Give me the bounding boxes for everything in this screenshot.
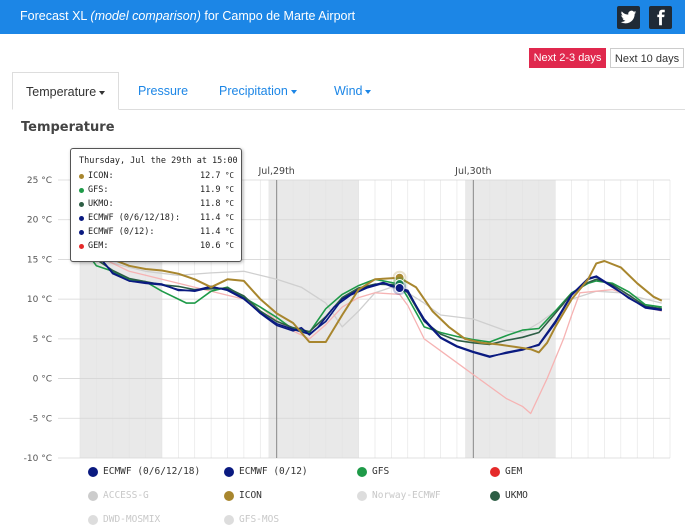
tooltip-value-unit: °C <box>220 185 234 194</box>
chart-tooltip: Thursday, Jul the 29th at 15:00 ICON: 12.… <box>70 148 242 262</box>
tooltip-row: ECMWF (0/6/12/18): 11.4 °C <box>79 213 234 226</box>
tab-pressure-label: Pressure <box>138 84 189 98</box>
legend-dot <box>224 491 234 501</box>
y-tick-label: 20 °C <box>27 216 52 226</box>
series-line-ecmwf-0-6-12-18 <box>79 238 662 358</box>
title-suffix: for Campo de Marte Airport <box>200 9 356 23</box>
tooltip-value: 11.9 °C <box>200 185 234 195</box>
tab-pressure[interactable]: Pressure <box>138 72 188 109</box>
legend-dot <box>357 491 367 501</box>
app-header: Forecast XL (model comparison) for Campo… <box>0 0 685 34</box>
facebook-share-button[interactable] <box>649 6 672 29</box>
tooltip-value-number: 11.4 <box>199 213 221 223</box>
series-color-dot <box>79 188 84 193</box>
legend-label: UKMO <box>505 490 528 501</box>
twitter-share-button[interactable] <box>617 6 640 29</box>
title-italic: (model comparison) <box>90 9 201 23</box>
legend-dot <box>357 467 367 477</box>
facebook-icon <box>657 9 665 26</box>
y-tick-label: 15 °C <box>27 255 52 265</box>
x-tick-label: Jul,29th <box>258 166 295 177</box>
twitter-icon <box>620 10 637 24</box>
tooltip-value-number: 10.6 <box>199 241 221 251</box>
night-band <box>268 180 359 458</box>
y-tick-label: -10 °C <box>24 454 52 464</box>
legend-dot <box>88 515 98 525</box>
tab-precipitation[interactable]: Precipitation <box>219 72 297 109</box>
legend-label: ICON <box>239 490 262 501</box>
chevron-down-icon <box>365 89 372 94</box>
legend-label: ECMWF (0/12) <box>239 466 308 477</box>
tooltip-series-name: ECMWF (0/6/12/18): <box>88 213 181 223</box>
tooltip-value: 11.4 °C <box>200 213 234 223</box>
legend-dot <box>88 491 98 501</box>
chart-tabs: Temperature Pressure Precipitation Wind <box>12 72 685 110</box>
tooltip-series-name: GEM: <box>88 241 109 251</box>
legend-label: ECMWF (0/6/12/18) <box>103 466 201 477</box>
night-band <box>465 180 556 458</box>
series-color-dot <box>79 202 84 207</box>
tab-temperature[interactable]: Temperature <box>12 72 120 110</box>
hover-marker <box>394 283 405 294</box>
y-tick-label: 25 °C <box>27 176 52 186</box>
series-color-dot <box>79 230 84 235</box>
tooltip-row: ICON: 12.7 °C <box>79 171 234 184</box>
series-color-dot <box>79 216 84 221</box>
chevron-down-icon <box>99 90 106 95</box>
tooltip-value-unit: °C <box>220 213 234 222</box>
y-tick-label: -5 °C <box>29 414 52 424</box>
tooltip-value: 11.8 °C <box>200 199 234 209</box>
chevron-down-icon <box>290 89 297 94</box>
tooltip-row: GEM: 10.6 °C <box>79 241 234 254</box>
tooltip-value-unit: °C <box>220 199 234 208</box>
tooltip-value-unit: °C <box>220 241 234 250</box>
tooltip-row: GFS: 11.9 °C <box>79 185 234 198</box>
tab-wind[interactable]: Wind <box>334 72 372 109</box>
legend-label: Norway-ECMWF <box>372 490 441 501</box>
tooltip-header: Thursday, Jul the 29th at 15:00 <box>79 156 238 166</box>
tab-temperature-label: Temperature <box>26 85 97 99</box>
tooltip-row: ECMWF (0/12): 11.4 °C <box>79 227 234 240</box>
tooltip-value-number: 11.9 <box>199 185 221 195</box>
series-color-dot <box>79 174 84 179</box>
legend-label: GFS-MOS <box>239 514 280 525</box>
x-tick-label: Jul,30th <box>454 166 491 177</box>
legend-dot <box>490 491 500 501</box>
tab-wind-label: Wind <box>334 84 363 98</box>
next-2-3-days-button[interactable]: Next 2-3 days <box>529 48 606 68</box>
series-color-dot <box>79 244 84 249</box>
tooltip-series-name: ICON: <box>88 171 114 181</box>
tooltip-value-number: 12.7 <box>199 171 221 181</box>
tooltip-value-unit: °C <box>220 171 234 180</box>
tooltip-value-number: 11.8 <box>199 199 221 209</box>
y-tick-label: 5 °C <box>33 335 52 345</box>
tooltip-row: UKMO: 11.8 °C <box>79 199 234 212</box>
tooltip-series-name: GFS: <box>88 185 109 195</box>
tooltip-series-name: ECMWF (0/12): <box>88 227 155 237</box>
tooltip-value: 11.4 °C <box>200 227 234 237</box>
series-line-gem <box>79 244 662 415</box>
legend-dot <box>88 467 98 477</box>
tooltip-value-unit: °C <box>220 227 234 236</box>
tooltip-value-number: 11.4 <box>199 227 221 237</box>
legend-label: ACCESS-G <box>103 490 149 501</box>
tab-precipitation-label: Precipitation <box>219 84 288 98</box>
tooltip-value: 10.6 °C <box>200 241 234 251</box>
legend-label: GFS <box>372 466 390 477</box>
legend-dot <box>224 467 234 477</box>
y-tick-label: 10 °C <box>27 295 52 305</box>
legend-dot <box>224 515 234 525</box>
tooltip-series-name: UKMO: <box>88 199 114 209</box>
chart-title: Temperature <box>21 120 115 135</box>
y-tick-label: 0 °C <box>33 375 52 385</box>
title-prefix: Forecast XL <box>20 9 91 23</box>
tooltip-value: 12.7 °C <box>200 171 234 181</box>
legend-label: GEM <box>505 466 523 477</box>
page-title: Forecast XL (model comparison) for Campo… <box>20 9 355 23</box>
legend-label: DWD-MOSMIX <box>103 514 161 525</box>
next-10-days-button[interactable]: Next 10 days <box>610 48 684 68</box>
legend-dot <box>490 467 500 477</box>
